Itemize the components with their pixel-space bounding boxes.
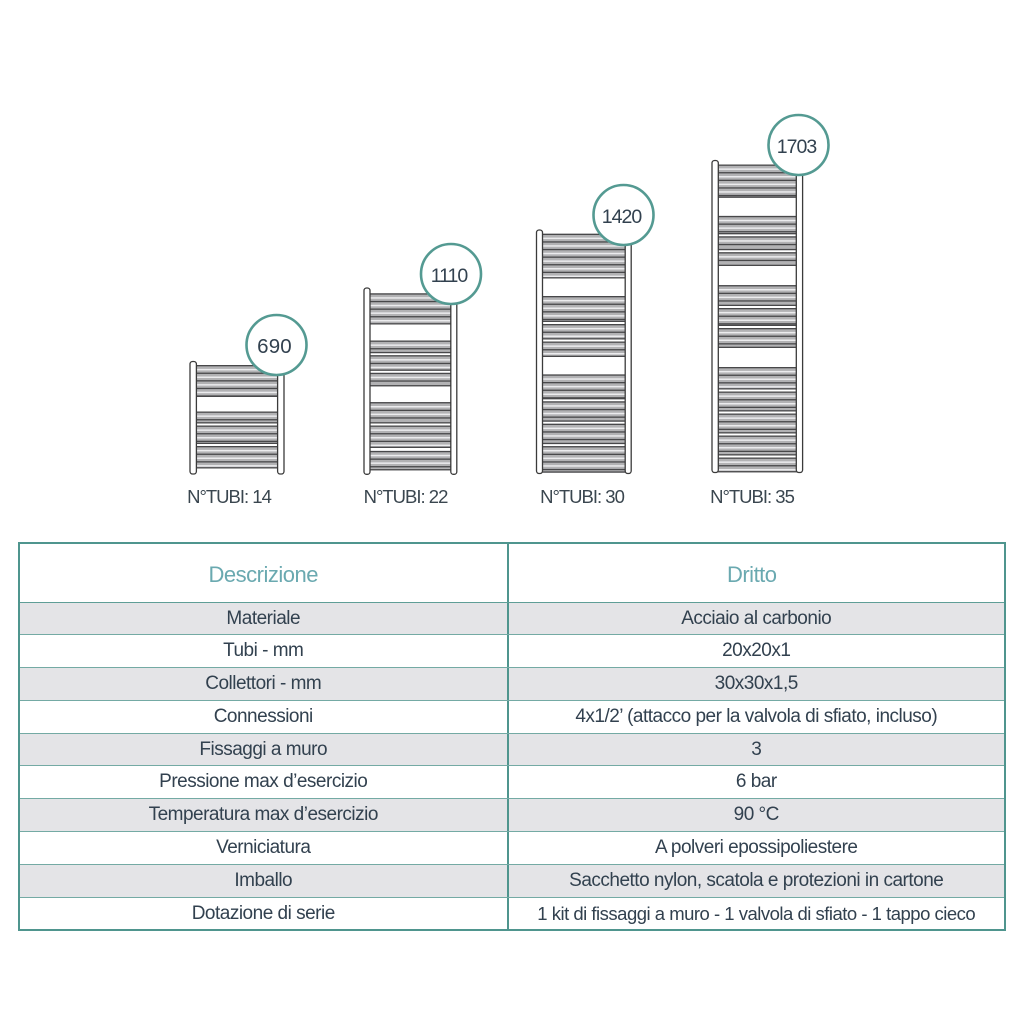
svg-text:690: 690 — [257, 335, 292, 358]
svg-text:1703: 1703 — [777, 136, 817, 158]
svg-text:N°TUBI: 22: N°TUBI: 22 — [364, 486, 448, 507]
svg-text:1420: 1420 — [602, 206, 643, 228]
svg-text:N°TUBI: 14: N°TUBI: 14 — [187, 486, 271, 507]
svg-text:1110: 1110 — [431, 265, 469, 287]
svg-text:N°TUBI: 30: N°TUBI: 30 — [540, 486, 624, 507]
svg-text:N°TUBI: 35: N°TUBI: 35 — [710, 486, 794, 507]
